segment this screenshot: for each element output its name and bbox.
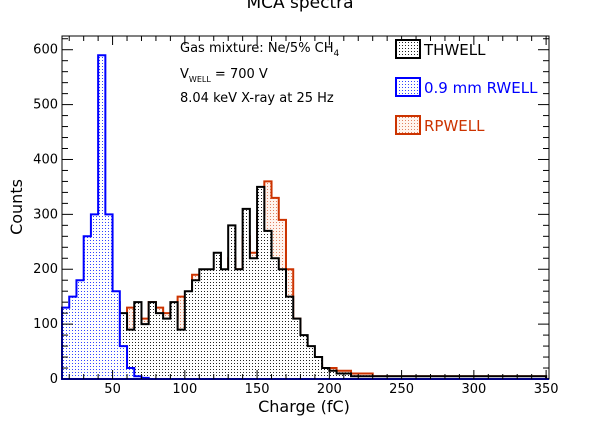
x-axis-label: Charge (fC) [258, 397, 350, 416]
legend-label-0-9-mm-rwell: 0.9 mm RWELL [424, 79, 538, 97]
xray-annotation: 8.04 keV X-ray at 25 Hz [180, 91, 334, 106]
annotation-block: Gas mixture: Ne/5% CH4 VWELL = 700 V 8.0… [180, 41, 340, 106]
axes: 50 100 150 200 250 300 350 0 100 200 300 400 500 600 [33, 36, 559, 397]
voltage-subscript: WELL [189, 75, 211, 84]
plot-frame [61, 35, 550, 380]
x-tick-label: 100 [172, 382, 197, 397]
legend-swatch-thwell [395, 39, 421, 59]
x-tick-label: 300 [461, 382, 486, 397]
voltage-symbol: V [180, 67, 189, 82]
voltage-value: = 700 V [211, 67, 268, 82]
chart-title: MCA spectra [246, 0, 353, 13]
y-tick-label: 400 [33, 152, 58, 167]
y-tick-label: 300 [33, 207, 58, 222]
legend: THWELL 0.9 mm RWELL RPWELL [395, 39, 538, 135]
series-thwell-histogram [69, 185, 548, 380]
y-tick-label: 200 [33, 262, 58, 277]
x-tick-label: 350 [534, 382, 559, 397]
voltage-annotation: VWELL = 700 V [180, 67, 268, 84]
legend-label-rpwell: RPWELL [424, 117, 485, 135]
legend-swatch-0-9-mm-rwell [395, 77, 421, 97]
y-tick-label: 600 [33, 43, 58, 58]
x-tick-label: 200 [317, 382, 342, 397]
y-tick-label: 0 [50, 372, 58, 387]
x-tick-label: 150 [245, 382, 270, 397]
gas-mixture-text: Gas mixture: Ne/5% CH [180, 41, 334, 56]
y-tick-label: 100 [33, 317, 58, 332]
legend-label-thwell: THWELL [423, 41, 486, 59]
x-tick-label: 50 [104, 382, 121, 397]
gas-mixture-subscript: 4 [334, 49, 340, 59]
gas-mixture-annotation: Gas mixture: Ne/5% CH4 [180, 41, 340, 59]
y-axis-label: Counts [7, 179, 26, 235]
x-tick-label: 250 [389, 382, 414, 397]
y-tick-label: 500 [33, 98, 58, 113]
legend-swatch-rpwell [395, 115, 421, 135]
